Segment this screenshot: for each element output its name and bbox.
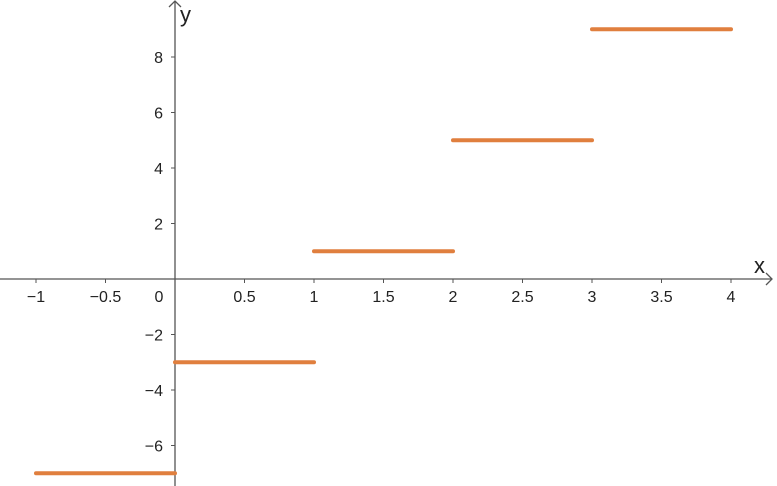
y-tick-label: −4 [145,383,163,400]
x-tick-label: 1 [310,289,319,306]
x-tick-label: 0 [155,289,164,306]
y-tick-label: 4 [154,161,163,178]
x-tick-label: 1.5 [372,289,394,306]
x-tick-label: 2 [449,289,458,306]
x-tick-label: 4 [727,289,736,306]
y-tick-label: 6 [154,106,163,123]
y-axis-arrow-icon [168,0,182,8]
x-tick-label: 3.5 [650,289,672,306]
x-tick-label: 2.5 [511,289,533,306]
y-tick-label: −2 [145,328,163,345]
y-axis-label: y [180,2,191,27]
x-tick-label: −1 [27,289,45,306]
x-axis-arrow-icon [765,272,773,286]
y-tick-label: −6 [145,439,163,456]
x-axis-label: x [754,253,765,278]
x-tick-label: 0.5 [233,289,255,306]
y-tick-label: 8 [154,50,163,67]
x-tick-label: 3 [588,289,597,306]
x-tick-label: −0.5 [90,289,122,306]
ticks: −1 −0.5 0 0.5 1 1.5 2 2.5 3 3.5 4 −6 −4 −2 2 4 6 8 [27,50,736,456]
step-segments [34,27,733,476]
y-tick-label: 2 [154,217,163,234]
